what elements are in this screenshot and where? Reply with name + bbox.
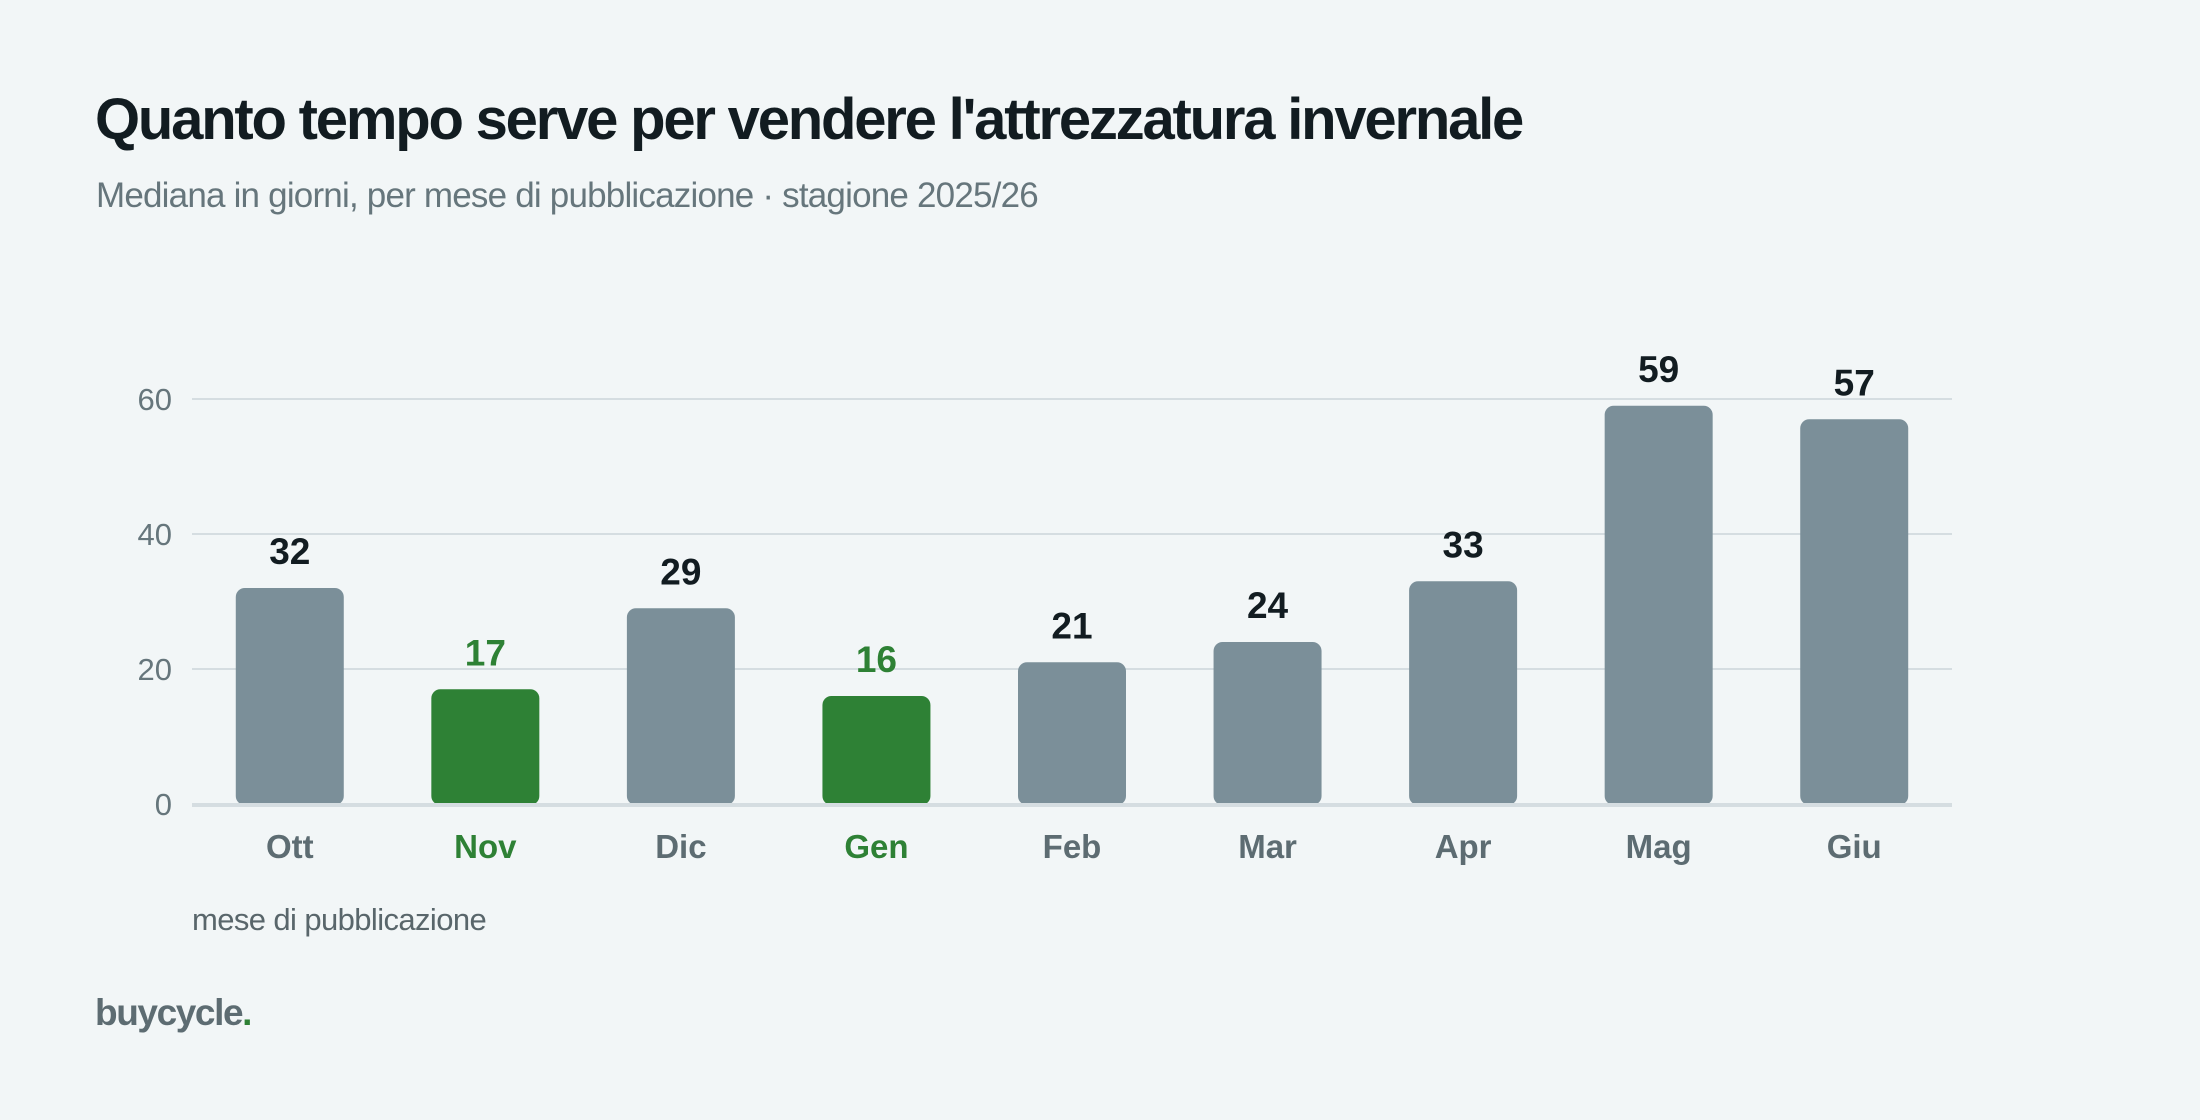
x-tick-label: Apr <box>1435 828 1492 865</box>
bar <box>235 588 344 805</box>
data-label: 59 <box>1638 349 1679 390</box>
x-axis-title: mese di pubblicazione <box>192 902 487 937</box>
data-label: 29 <box>660 551 701 592</box>
bar <box>1409 581 1518 805</box>
x-tick-label: Mag <box>1626 828 1692 865</box>
y-tick-label: 60 <box>138 382 172 417</box>
brand-logo: buycycle. <box>95 992 252 1034</box>
data-label: 32 <box>269 531 310 572</box>
chart-title: Quanto tempo serve per vendere l'attrezz… <box>95 87 1524 152</box>
data-label: 57 <box>1834 362 1875 403</box>
x-tick-label: Feb <box>1043 828 1102 865</box>
data-label: 17 <box>465 632 506 673</box>
x-tick-label: Giu <box>1827 828 1882 865</box>
bar <box>1604 405 1713 805</box>
bar-chart: 0 20 40 60 32 Ott 17 Nov 29 Dic 16 Gen 21 Feb 24 Mar 33 A… <box>138 349 1952 865</box>
data-label: 33 <box>1443 524 1484 565</box>
bar <box>1018 662 1126 805</box>
x-tick-label: Mar <box>1238 828 1297 865</box>
brand-dot: . <box>242 992 252 1033</box>
data-label: 21 <box>1051 605 1092 646</box>
bar <box>1800 419 1909 805</box>
data-label: 24 <box>1247 585 1289 626</box>
x-tick-label: Ott <box>266 828 314 865</box>
data-label: 16 <box>856 639 897 680</box>
y-tick-label: 20 <box>138 652 172 687</box>
bar <box>1213 642 1322 805</box>
y-tick-label: 40 <box>138 517 172 552</box>
bar <box>626 608 735 805</box>
x-tick-label: Nov <box>454 828 517 865</box>
x-tick-label: Gen <box>844 828 908 865</box>
y-tick-label: 0 <box>155 787 172 822</box>
chart-subtitle: Mediana in giorni, per mese di pubblicaz… <box>96 176 1039 215</box>
bar <box>431 689 540 805</box>
brand-name: buycycle <box>95 992 244 1033</box>
x-tick-label: Dic <box>655 828 706 865</box>
bar <box>822 696 931 805</box>
